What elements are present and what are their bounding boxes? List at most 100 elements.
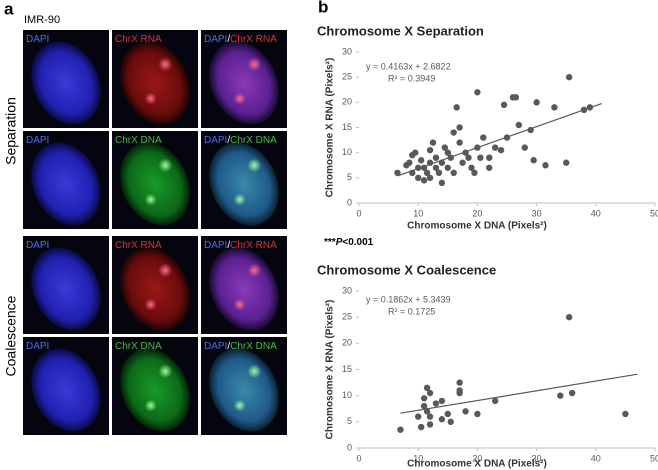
data-point <box>420 164 428 171</box>
signal-spot <box>233 92 246 105</box>
channel-label: DAPI/ChrX DNA <box>204 341 277 352</box>
r-squared: R² = 0.1725 <box>388 306 435 316</box>
data-point <box>462 408 469 415</box>
channel-label: DAPI/ChrX RNA <box>204 240 277 251</box>
nucleus <box>209 142 279 226</box>
y-tick-label: 30 <box>342 46 352 56</box>
x-tick-label: 40 <box>591 208 601 218</box>
channel-label-part: DAPI <box>204 135 227 146</box>
data-point <box>415 174 422 182</box>
channel-label-part: ChrX DNA <box>230 135 277 146</box>
y-tick-label: 10 <box>342 147 352 157</box>
channel-label: ChrX RNA <box>115 34 162 45</box>
data-point <box>456 124 463 131</box>
data-point <box>521 144 528 151</box>
data-point <box>426 159 434 166</box>
data-point <box>565 313 573 321</box>
significance-prefix: *** <box>324 237 336 248</box>
data-point <box>465 154 472 161</box>
signal-spot <box>158 57 173 72</box>
signal-spot <box>158 263 173 278</box>
channel-label: DAPI/ChrX DNA <box>204 135 277 146</box>
channel-label-part: / <box>227 240 230 251</box>
data-point <box>444 164 451 171</box>
cell-line: IMR-90 <box>24 14 60 26</box>
y-tick-label: 30 <box>342 285 352 295</box>
data-point <box>438 179 446 187</box>
y-tick-label: 0 <box>347 197 352 207</box>
data-point <box>420 177 428 184</box>
nucleus <box>120 41 190 125</box>
channel-label-part: ChrX DNA <box>115 135 162 146</box>
data-point <box>568 389 576 397</box>
data-point <box>432 164 440 171</box>
data-point <box>447 154 454 161</box>
signal-spot <box>247 57 262 72</box>
data-point <box>426 146 434 154</box>
data-point <box>512 94 520 101</box>
x-axis-label: Chromosome X DNA (Pixels²) <box>407 459 547 470</box>
x-tick-label: 40 <box>591 453 601 463</box>
data-point <box>500 101 508 109</box>
group-label: Coalescence <box>3 295 19 376</box>
data-point <box>491 397 499 405</box>
significance: ***P<0.001 <box>324 237 374 248</box>
data-point <box>497 146 505 154</box>
signal-spot <box>247 158 262 173</box>
x-tick-label: 30 <box>532 208 542 218</box>
channel-label-part: ChrX RNA <box>115 34 162 45</box>
data-point <box>435 169 443 176</box>
channel-label-part: DAPI <box>204 34 227 45</box>
nucleus <box>209 41 279 125</box>
data-point <box>426 389 434 397</box>
data-point <box>429 139 437 146</box>
x-tick-label: 30 <box>532 453 542 463</box>
channel-label: ChrX DNA <box>115 341 162 352</box>
nucleus <box>120 142 190 226</box>
y-tick-label: 20 <box>342 97 352 107</box>
x-tick-label: 0 <box>356 453 361 463</box>
data-point <box>420 395 428 402</box>
x-tick-label: 50 <box>650 453 658 463</box>
y-tick-label: 25 <box>342 312 352 322</box>
data-point <box>444 149 451 156</box>
nucleus <box>31 41 101 125</box>
channel-label-part: ChrX RNA <box>115 240 162 251</box>
data-point <box>515 121 523 129</box>
data-point <box>423 169 431 176</box>
equation: y = 0.1862x + 5.3439 <box>366 294 451 304</box>
nucleus <box>120 348 190 432</box>
data-point <box>438 416 446 423</box>
data-point <box>533 99 540 106</box>
data-point <box>456 389 463 397</box>
signal-spot <box>144 298 157 311</box>
signal-spot <box>144 193 157 206</box>
channel-label-part: DAPI <box>26 135 49 146</box>
nucleus <box>31 348 101 432</box>
equation: y = 0.4163x + 2.6822 <box>366 61 451 71</box>
data-point <box>420 402 428 410</box>
data-point <box>406 159 413 166</box>
nucleus <box>209 247 279 331</box>
data-point <box>480 134 487 141</box>
data-point <box>450 129 457 136</box>
channel-label-part: / <box>227 341 230 352</box>
data-point <box>426 174 434 182</box>
data-point <box>586 104 594 111</box>
x-axis-label: Chromosome X DNA (Pixels²) <box>407 221 547 232</box>
y-tick-label: 25 <box>342 72 352 82</box>
channel-label: DAPI <box>26 135 49 146</box>
data-point <box>474 89 481 96</box>
chart-title: Chromosome X Separation <box>317 23 484 38</box>
channel-label: DAPI/ChrX RNA <box>204 34 277 45</box>
data-point <box>423 408 431 415</box>
channel-label-part: ChrX RNA <box>230 240 277 251</box>
y-tick-label: 20 <box>342 338 352 348</box>
data-point <box>468 164 475 171</box>
trendline <box>400 373 638 414</box>
nucleus <box>31 247 101 331</box>
panel-label: b <box>318 0 328 16</box>
data-point <box>432 154 440 161</box>
nucleus <box>209 348 279 432</box>
data-point <box>426 413 434 420</box>
